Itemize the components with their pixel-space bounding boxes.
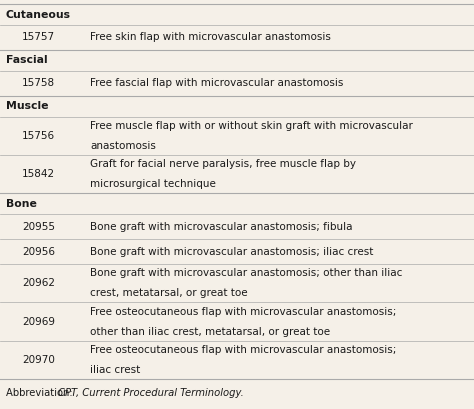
Text: Free osteocutaneous flap with microvascular anastomosis;: Free osteocutaneous flap with microvascu… xyxy=(90,307,396,317)
Text: 15757: 15757 xyxy=(22,32,55,43)
Text: Graft for facial nerve paralysis, free muscle flap by: Graft for facial nerve paralysis, free m… xyxy=(90,160,356,169)
Text: anastomosis: anastomosis xyxy=(90,141,156,151)
Text: 15842: 15842 xyxy=(22,169,55,179)
Text: Muscle: Muscle xyxy=(6,101,48,111)
Text: Free skin flap with microvascular anastomosis: Free skin flap with microvascular anasto… xyxy=(90,32,331,43)
Text: 20969: 20969 xyxy=(22,317,55,327)
Text: Bone: Bone xyxy=(6,199,37,209)
Text: Bone graft with microvascular anastomosis; iliac crest: Bone graft with microvascular anastomosi… xyxy=(90,247,374,257)
Text: microsurgical technique: microsurgical technique xyxy=(90,179,216,189)
Text: 20955: 20955 xyxy=(22,222,55,232)
Text: iliac crest: iliac crest xyxy=(90,365,140,375)
Text: CPT, Current Procedural Terminology.: CPT, Current Procedural Terminology. xyxy=(58,388,244,398)
Text: 15758: 15758 xyxy=(22,79,55,88)
Text: Bone graft with microvascular anastomosis; fibula: Bone graft with microvascular anastomosi… xyxy=(90,222,353,232)
Text: Cutaneous: Cutaneous xyxy=(6,9,71,20)
Text: Free osteocutaneous flap with microvascular anastomosis;: Free osteocutaneous flap with microvascu… xyxy=(90,345,396,355)
Text: Fascial: Fascial xyxy=(6,56,47,65)
Text: 20962: 20962 xyxy=(22,279,55,288)
Text: other than iliac crest, metatarsal, or great toe: other than iliac crest, metatarsal, or g… xyxy=(90,326,330,337)
Text: crest, metatarsal, or great toe: crest, metatarsal, or great toe xyxy=(90,288,247,298)
Text: 20956: 20956 xyxy=(22,247,55,257)
Text: 20970: 20970 xyxy=(22,355,55,365)
Text: Bone graft with microvascular anastomosis; other than iliac: Bone graft with microvascular anastomosi… xyxy=(90,268,402,279)
Text: Free fascial flap with microvascular anastomosis: Free fascial flap with microvascular ana… xyxy=(90,79,343,88)
Text: Free muscle flap with or without skin graft with microvascular: Free muscle flap with or without skin gr… xyxy=(90,121,413,131)
Text: 15756: 15756 xyxy=(22,131,55,141)
Text: Abbreviation:: Abbreviation: xyxy=(6,388,76,398)
